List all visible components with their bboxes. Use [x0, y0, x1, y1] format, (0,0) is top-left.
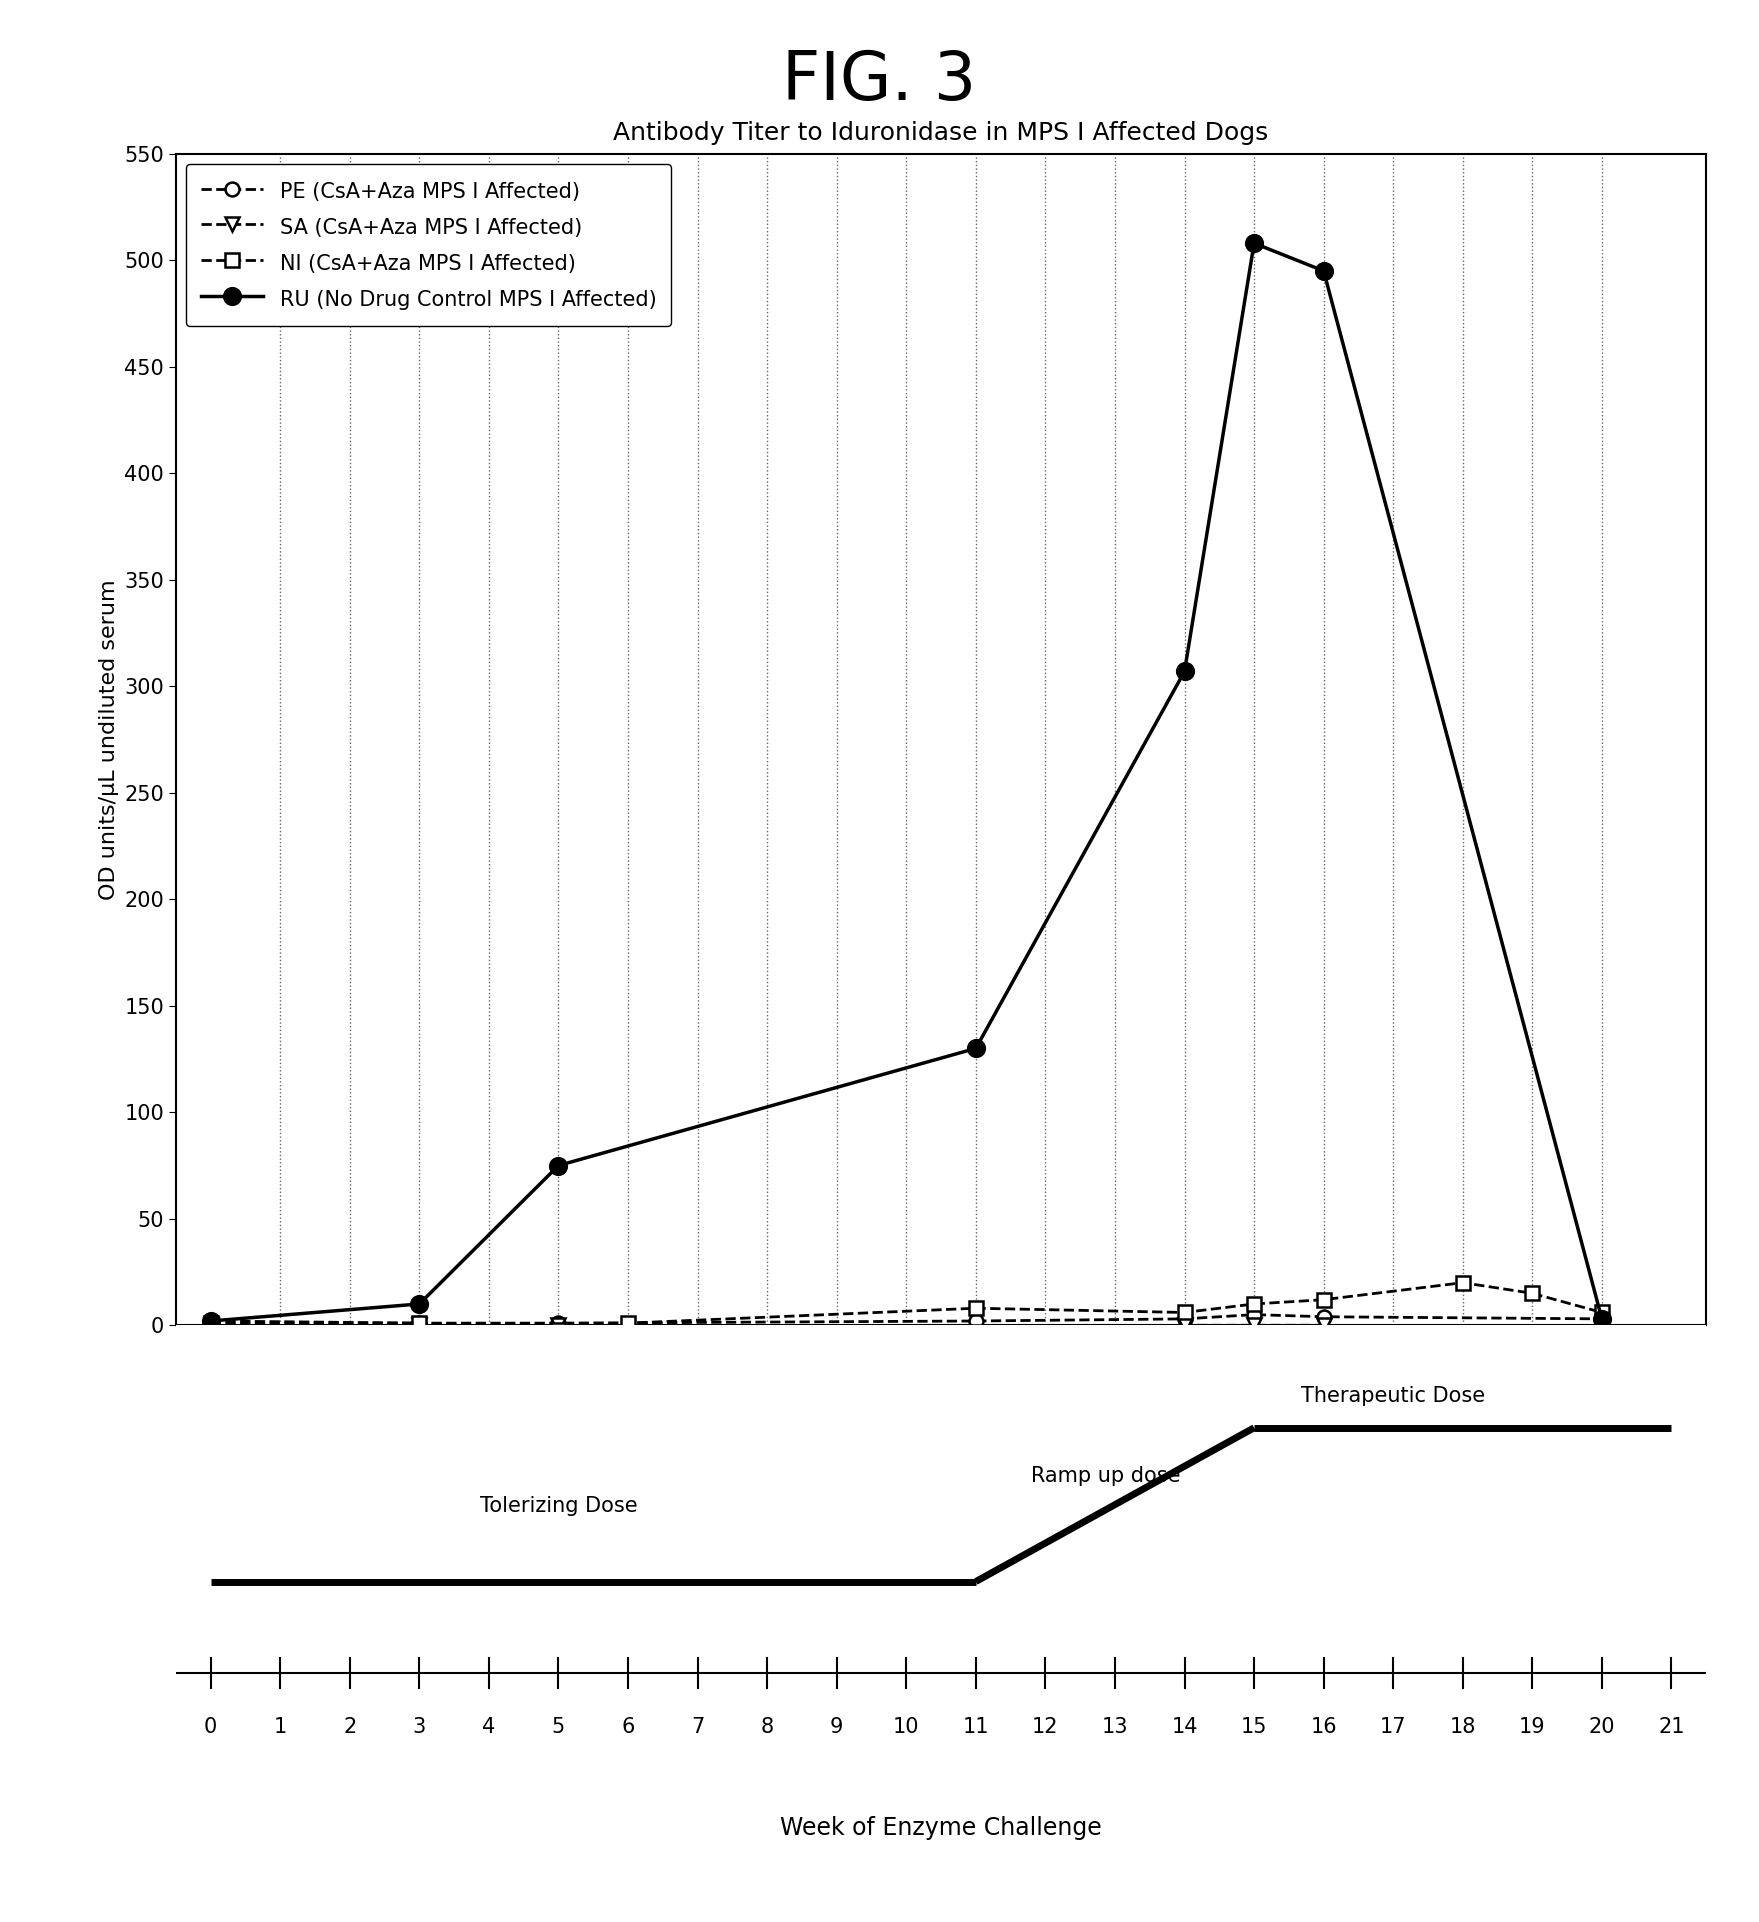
Text: 10: 10 [894, 1716, 920, 1737]
Text: 18: 18 [1449, 1716, 1476, 1737]
Y-axis label: OD units/μL undiluted serum: OD units/μL undiluted serum [99, 579, 120, 899]
NI (CsA+Aza MPS I Affected) [1453, 1270, 1474, 1294]
RU (No Drug Control MPS I Affected) [1244, 233, 1265, 256]
Text: 17: 17 [1381, 1716, 1407, 1737]
RU (No Drug Control MPS I Affected) [966, 1036, 987, 1059]
RU (No Drug Control MPS I Affected) [1173, 659, 1194, 682]
Legend: PE (CsA+Aza MPS I Affected), SA (CsA+Aza MPS I Affected), NI (CsA+Aza MPS I Affe: PE (CsA+Aza MPS I Affected), SA (CsA+Aza… [186, 163, 672, 327]
Text: 7: 7 [691, 1716, 704, 1737]
Text: 19: 19 [1520, 1716, 1546, 1737]
PE (CsA+Aza MPS I Affected) [1173, 1307, 1194, 1330]
Text: 4: 4 [482, 1716, 496, 1737]
SA (CsA+Aza MPS I Affected) [966, 1320, 987, 1343]
NI (CsA+Aza MPS I Affected) [1592, 1301, 1613, 1324]
Line: PE (CsA+Aza MPS I Affected): PE (CsA+Aza MPS I Affected) [204, 1307, 1609, 1330]
Text: 14: 14 [1171, 1716, 1198, 1737]
Line: SA (CsA+Aza MPS I Affected): SA (CsA+Aza MPS I Affected) [204, 1318, 1609, 1338]
PE (CsA+Aza MPS I Affected) [1592, 1307, 1613, 1330]
Text: 9: 9 [830, 1716, 843, 1737]
Line: NI (CsA+Aza MPS I Affected): NI (CsA+Aza MPS I Affected) [204, 1276, 1609, 1336]
RU (No Drug Control MPS I Affected) [1592, 1307, 1613, 1330]
Text: 0: 0 [204, 1716, 218, 1737]
SA (CsA+Aza MPS I Affected) [1244, 1315, 1265, 1338]
NI (CsA+Aza MPS I Affected) [408, 1311, 429, 1334]
PE (CsA+Aza MPS I Affected) [549, 1311, 570, 1334]
Text: 6: 6 [621, 1716, 635, 1737]
Text: 12: 12 [1033, 1716, 1059, 1737]
RU (No Drug Control MPS I Affected) [201, 1309, 222, 1332]
SA (CsA+Aza MPS I Affected) [1592, 1320, 1613, 1343]
Text: 15: 15 [1240, 1716, 1266, 1737]
Text: FIG. 3: FIG. 3 [783, 48, 976, 113]
PE (CsA+Aza MPS I Affected) [1244, 1303, 1265, 1326]
NI (CsA+Aza MPS I Affected) [201, 1311, 222, 1334]
Text: 3: 3 [413, 1716, 426, 1737]
PE (CsA+Aza MPS I Affected) [408, 1311, 429, 1334]
Line: RU (No Drug Control MPS I Affected): RU (No Drug Control MPS I Affected) [202, 234, 1609, 1330]
NI (CsA+Aza MPS I Affected) [1173, 1301, 1194, 1324]
RU (No Drug Control MPS I Affected) [1312, 259, 1333, 283]
Text: 1: 1 [274, 1716, 287, 1737]
Text: Therapeutic Dose: Therapeutic Dose [1302, 1386, 1485, 1405]
Text: 16: 16 [1310, 1716, 1337, 1737]
RU (No Drug Control MPS I Affected) [408, 1292, 429, 1315]
Text: 20: 20 [1588, 1716, 1615, 1737]
NI (CsA+Aza MPS I Affected) [1312, 1288, 1333, 1311]
Text: 13: 13 [1101, 1716, 1128, 1737]
PE (CsA+Aza MPS I Affected) [966, 1309, 987, 1332]
SA (CsA+Aza MPS I Affected) [1173, 1315, 1194, 1338]
Text: 21: 21 [1659, 1716, 1685, 1737]
SA (CsA+Aza MPS I Affected) [549, 1315, 570, 1338]
SA (CsA+Aza MPS I Affected) [408, 1315, 429, 1338]
NI (CsA+Aza MPS I Affected) [966, 1297, 987, 1320]
PE (CsA+Aza MPS I Affected) [1312, 1305, 1333, 1328]
Text: Ramp up dose: Ramp up dose [1031, 1466, 1180, 1486]
Text: 11: 11 [962, 1716, 989, 1737]
Text: Week of Enzyme Challenge: Week of Enzyme Challenge [781, 1816, 1101, 1839]
Title: Antibody Titer to Iduronidase in MPS I Affected Dogs: Antibody Titer to Iduronidase in MPS I A… [614, 121, 1268, 144]
NI (CsA+Aza MPS I Affected) [1244, 1292, 1265, 1315]
Text: 8: 8 [760, 1716, 774, 1737]
SA (CsA+Aza MPS I Affected) [201, 1315, 222, 1338]
PE (CsA+Aza MPS I Affected) [201, 1309, 222, 1332]
NI (CsA+Aza MPS I Affected) [549, 1318, 570, 1342]
Text: 2: 2 [343, 1716, 357, 1737]
Text: Tolerizing Dose: Tolerizing Dose [480, 1495, 637, 1516]
Text: 5: 5 [552, 1716, 565, 1737]
RU (No Drug Control MPS I Affected) [549, 1153, 570, 1176]
NI (CsA+Aza MPS I Affected) [1522, 1282, 1543, 1305]
NI (CsA+Aza MPS I Affected) [617, 1311, 639, 1334]
SA (CsA+Aza MPS I Affected) [1312, 1315, 1333, 1338]
